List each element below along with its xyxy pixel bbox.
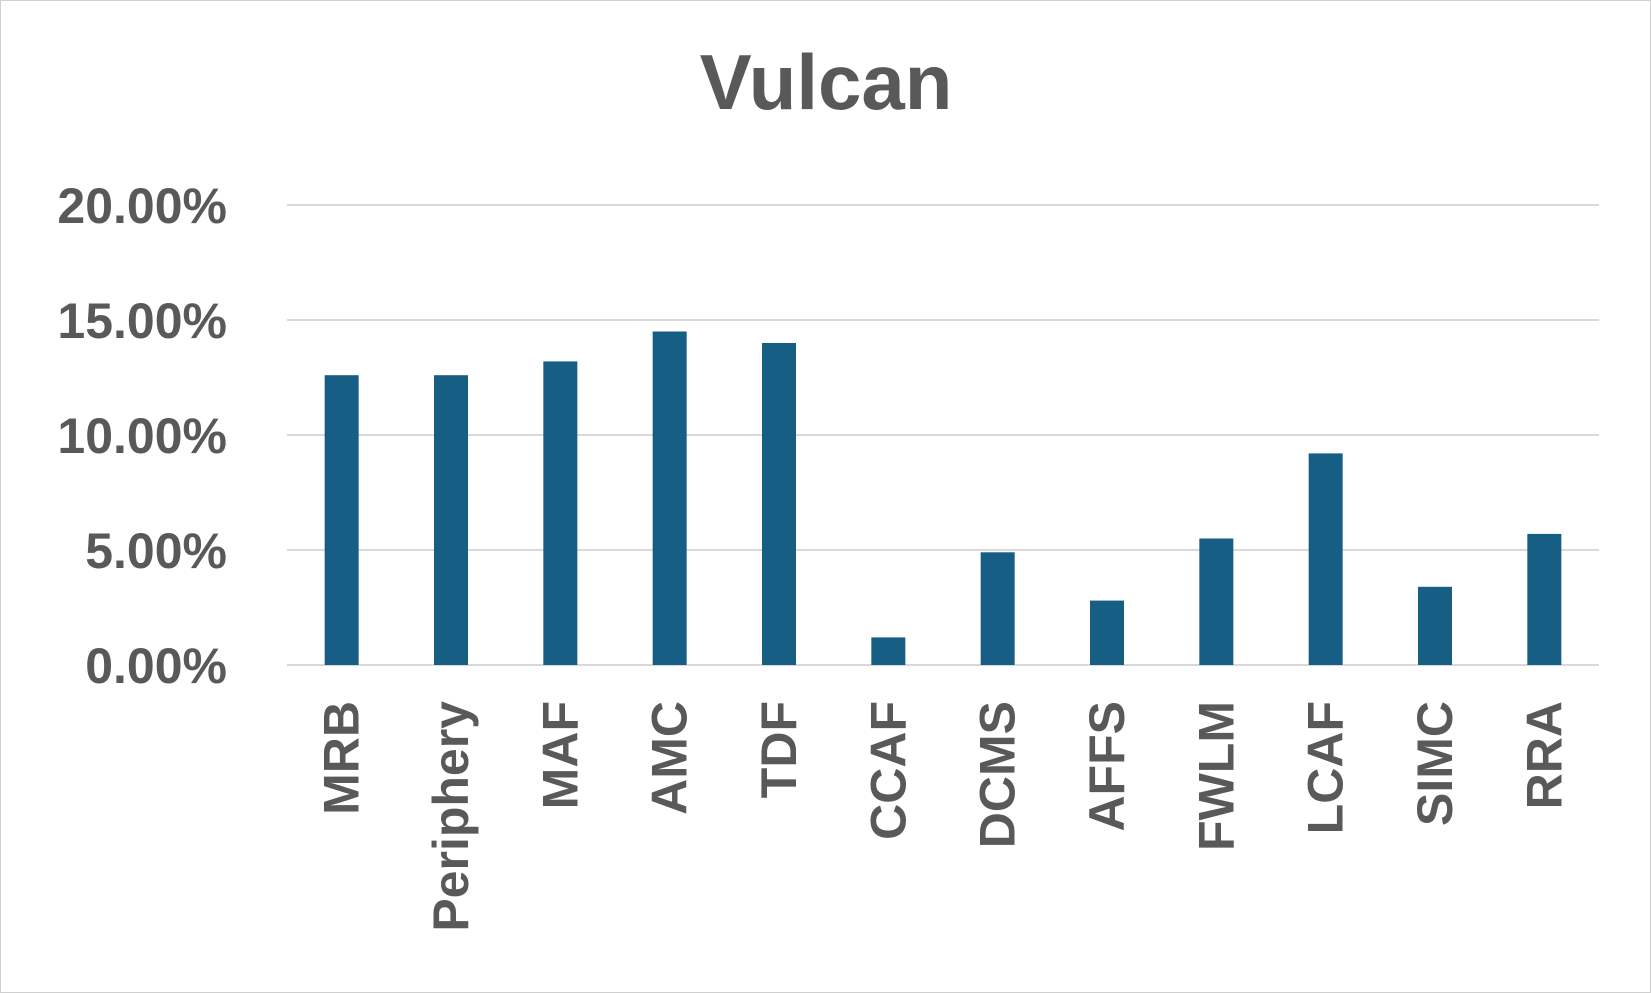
x-tick-label: MAF: [532, 701, 588, 809]
bar-rra: [1527, 533, 1562, 665]
bar-mrb: [324, 375, 359, 665]
y-axis-ticks: 0.00% 5.00% 10.00% 15.00% 20.00%: [57, 178, 227, 694]
bar-affs: [1090, 600, 1124, 665]
gridlines: [287, 204, 1599, 666]
y-tick-label: 0.00%: [85, 638, 227, 694]
x-tick-label: MRB: [314, 701, 370, 815]
y-tick-label: 15.00%: [57, 293, 227, 349]
x-tick-label: AFFS: [1079, 701, 1135, 832]
bar-dcms: [980, 552, 1015, 665]
bar-simc: [1418, 586, 1452, 665]
x-tick-label: TDF: [751, 701, 807, 798]
y-tick-label: 20.00%: [57, 178, 227, 234]
x-axis-ticks: MRB Periphery MAF AMC TDF CCAF DCMS AFFS FWLM LCA…: [314, 701, 1573, 932]
x-tick-label: DCMS: [970, 701, 1026, 848]
bar-ccaf: [871, 637, 906, 665]
bar-lcaf: [1308, 453, 1343, 665]
x-tick-label: SIMC: [1407, 701, 1463, 826]
x-tick-label: RRA: [1516, 701, 1572, 809]
chart-title: Vulcan: [700, 38, 953, 126]
x-tick-label: CCAF: [860, 701, 916, 840]
x-tick-label: Periphery: [423, 701, 479, 932]
bar-periphery: [434, 375, 468, 665]
bar-maf: [543, 361, 578, 665]
x-tick-label: FWLM: [1188, 701, 1244, 851]
x-tick-label: AMC: [642, 701, 698, 815]
y-tick-label: 10.00%: [57, 408, 227, 464]
x-tick-label: LCAF: [1298, 701, 1354, 834]
bars: [324, 331, 1562, 665]
bar-fwlm: [1199, 538, 1234, 665]
bar-amc: [652, 331, 687, 665]
y-tick-label: 5.00%: [85, 523, 227, 579]
bar-tdf: [762, 343, 796, 665]
